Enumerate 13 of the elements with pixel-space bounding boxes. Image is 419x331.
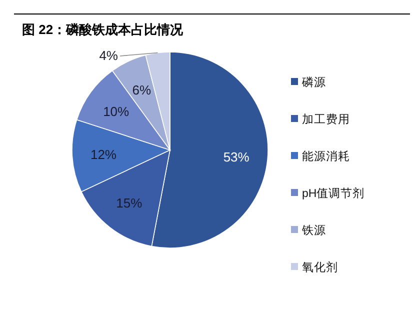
data-label: 6%	[132, 82, 152, 98]
data-label: 10%	[103, 104, 130, 119]
chart-title: 图 22：磷酸铁成本占比情况	[22, 22, 184, 37]
data-label: 15%	[116, 196, 143, 211]
data-label: 4%	[99, 48, 118, 63]
legend-label: 能源消耗	[302, 150, 350, 163]
legend-label: 磷源	[301, 76, 326, 89]
legend-label: pH值调节剂	[302, 186, 365, 200]
legend-label: 氧化剂	[302, 260, 338, 274]
legend-label: 铁源	[301, 224, 326, 237]
data-label: 53%	[223, 149, 250, 164]
data-label: 12%	[90, 147, 117, 162]
legend-label: 加工费用	[302, 113, 350, 126]
